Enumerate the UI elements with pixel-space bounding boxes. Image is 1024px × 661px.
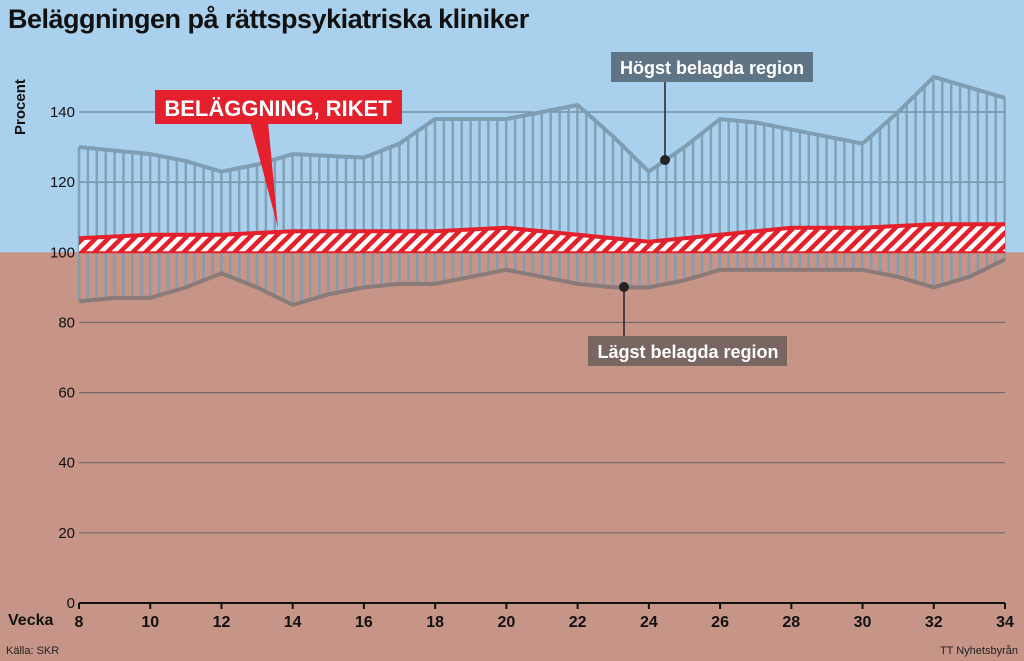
series-line-lagst xyxy=(78,257,1006,308)
x-tick-label: 14 xyxy=(284,614,302,631)
x-tick-label: 32 xyxy=(925,614,943,631)
credit: TT Nyhetsbyrån xyxy=(939,645,1018,657)
callout-pointer-riket xyxy=(250,122,278,228)
callout-dot-hogst xyxy=(660,155,670,165)
callout-dot-lagst xyxy=(619,282,629,292)
chart-title: Beläggningen på rättspsykiatriska klinik… xyxy=(8,4,529,34)
series-line-riket xyxy=(78,222,1005,244)
y-tick-label: 60 xyxy=(58,385,75,402)
x-tick-label: 16 xyxy=(355,614,373,631)
callout-box-hogst xyxy=(611,52,813,82)
callout-label-lagst: Lägst belagda region xyxy=(597,342,778,362)
x-tick-label: 26 xyxy=(711,614,729,631)
y-tick-label: 120 xyxy=(50,174,75,191)
x-tick-label: 18 xyxy=(426,614,444,631)
y-tick-label: 80 xyxy=(58,314,75,331)
x-tick-label: 24 xyxy=(640,614,658,631)
x-tick-label: 20 xyxy=(497,614,515,631)
x-axis-label: Vecka xyxy=(8,612,54,629)
y-tick-label: 20 xyxy=(58,525,75,542)
background-ground xyxy=(0,252,1024,661)
x-tick-label: 22 xyxy=(569,614,587,631)
x-tick-label: 12 xyxy=(213,614,231,631)
y-tick-label: 0 xyxy=(67,595,75,612)
series-line-hogst xyxy=(78,74,1006,175)
callout-label-hogst: Högst belagda region xyxy=(620,58,804,78)
source: Källa: SKR xyxy=(6,645,60,657)
callout-label-riket: BELÄGGNING, RIKET xyxy=(164,96,392,121)
y-tick-label: 100 xyxy=(50,244,75,261)
x-tick-label: 34 xyxy=(996,614,1014,631)
y-axis-label: Procent xyxy=(12,79,29,135)
x-tick-label: 28 xyxy=(782,614,800,631)
x-tick-label: 30 xyxy=(854,614,872,631)
y-tick-label: 40 xyxy=(58,455,75,472)
x-tick-label: 10 xyxy=(141,614,159,631)
x-tick-label: 8 xyxy=(75,614,84,631)
callout-box-riket xyxy=(155,90,402,124)
callout-box-lagst xyxy=(588,336,787,366)
y-tick-label: 140 xyxy=(50,104,75,121)
